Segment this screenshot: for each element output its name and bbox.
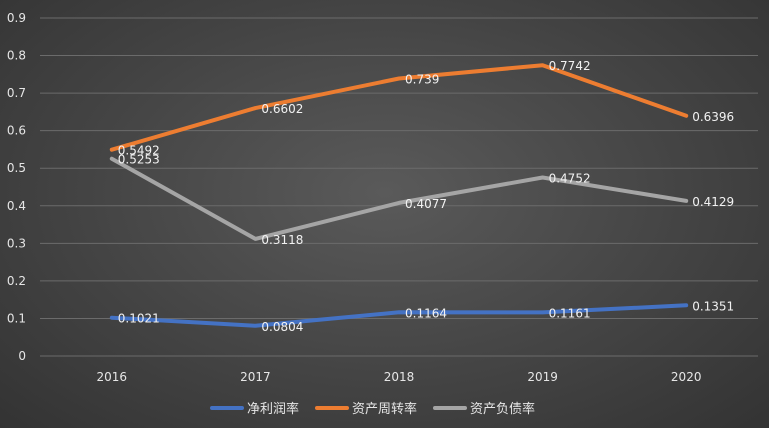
legend-label: 资产负债率 [470, 401, 535, 417]
y-tick-label: 0.1 [7, 311, 26, 325]
legend: 净利润率 资产周转率 资产负债率 [210, 401, 535, 417]
y-tick-label: 0.7 [7, 86, 26, 100]
y-tick-label: 0.5 [7, 161, 26, 175]
x-tick-label: 2020 [671, 370, 702, 384]
data-label: 0.5253 [118, 153, 160, 167]
x-tick-label: 2018 [384, 370, 415, 384]
data-label: 0.7742 [549, 59, 591, 73]
x-tick-label: 2016 [97, 370, 128, 384]
series-lines [109, 63, 689, 328]
data-label: 0.1021 [118, 312, 160, 326]
data-label: 0.4752 [549, 172, 591, 186]
data-label: 0.1164 [405, 306, 447, 320]
data-label: 0.4129 [692, 195, 734, 209]
legend-label: 净利润率 [247, 401, 299, 417]
data-label: 0.0804 [261, 320, 303, 334]
y-tick-label: 0.3 [7, 236, 26, 250]
y-tick-label: 0.4 [7, 199, 26, 213]
data-label: 0.1351 [692, 299, 734, 313]
data-label: 0.3118 [261, 233, 303, 247]
y-tick-label: 0.9 [7, 11, 26, 25]
x-tick-label: 2017 [240, 370, 271, 384]
y-tick-label: 0.8 [7, 49, 26, 63]
data-labels: 0.1021 0.0804 0.1164 0.1161 0.1351 0.5492 0.66… [118, 59, 734, 334]
series-line [109, 156, 689, 241]
data-label: 0.5492 [118, 144, 160, 158]
y-tick-label: 0 [18, 349, 26, 363]
x-axis-ticks: 2016 2017 2018 2019 2020 [97, 370, 702, 384]
data-label: 0.6396 [692, 110, 734, 124]
data-label: 0.739 [405, 72, 439, 86]
series-line [109, 303, 689, 328]
series-line [109, 63, 689, 152]
data-label: 0.6602 [261, 102, 303, 116]
y-tick-label: 0.6 [7, 124, 26, 138]
x-tick-label: 2019 [527, 370, 558, 384]
y-tick-label: 0.2 [7, 274, 26, 288]
data-label: 0.4077 [405, 197, 447, 211]
legend-label: 资产周转率 [352, 401, 417, 417]
data-label: 0.1161 [549, 306, 591, 320]
y-axis-ticks: 0 0.1 0.2 0.3 0.4 0.5 0.6 0.7 0.8 0.9 [7, 11, 26, 363]
